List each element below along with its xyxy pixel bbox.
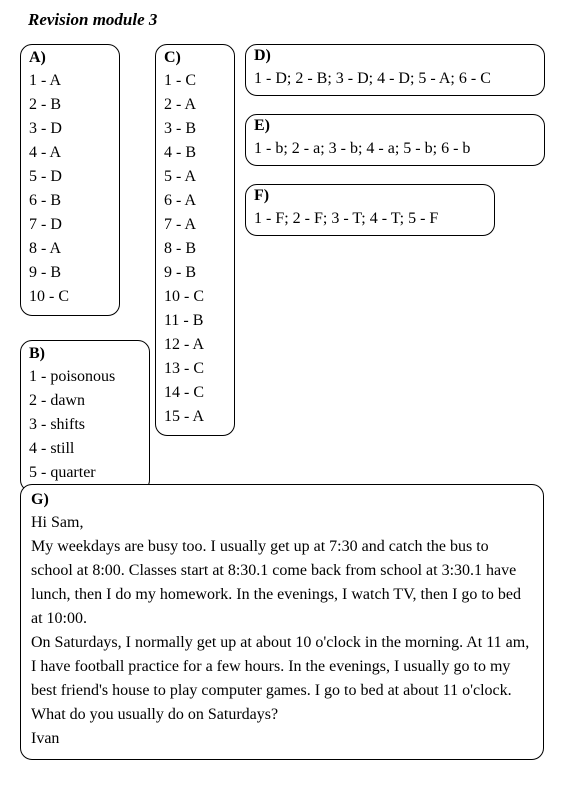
box-c-item: 3 - B xyxy=(164,117,226,141)
box-g-para1: My weekdays are busy too. I usually get … xyxy=(31,535,533,631)
box-a-item: 10 - C xyxy=(29,285,111,309)
box-c-item: 15 - A xyxy=(164,405,226,429)
box-a-item: 7 - D xyxy=(29,213,111,237)
box-c-header: C) xyxy=(164,49,226,67)
box-b-header: B) xyxy=(29,345,141,363)
box-c-item: 2 - A xyxy=(164,93,226,117)
box-a-item: 1 - A xyxy=(29,69,111,93)
box-g-greeting: Hi Sam, xyxy=(31,511,533,535)
box-c-item: 9 - B xyxy=(164,261,226,285)
box-f: F) 1 - F; 2 - F; 3 - T; 4 - T; 5 - F xyxy=(245,184,495,236)
box-c-item: 1 - C xyxy=(164,69,226,93)
box-c: C) 1 - C 2 - A 3 - B 4 - B 5 - A 6 - A 7… xyxy=(155,44,235,436)
box-e: E) 1 - b; 2 - a; 3 - b; 4 - a; 5 - b; 6 … xyxy=(245,114,545,166)
box-g: G) Hi Sam, My weekdays are busy too. I u… xyxy=(20,484,544,760)
box-a-item: 4 - A xyxy=(29,141,111,165)
box-c-item: 7 - A xyxy=(164,213,226,237)
box-d-content: 1 - D; 2 - B; 3 - D; 4 - D; 5 - A; 6 - C xyxy=(254,67,536,91)
box-g-para2: On Saturdays, I normally get up at about… xyxy=(31,631,533,727)
box-g-header: G) xyxy=(31,491,533,509)
box-b: B) 1 - poisonous 2 - dawn 3 - shifts 4 -… xyxy=(20,340,150,492)
box-d: D) 1 - D; 2 - B; 3 - D; 4 - D; 5 - A; 6 … xyxy=(245,44,545,96)
box-a-item: 8 - A xyxy=(29,237,111,261)
box-c-item: 11 - B xyxy=(164,309,226,333)
box-a-item: 5 - D xyxy=(29,165,111,189)
box-a-item: 9 - B xyxy=(29,261,111,285)
box-c-item: 12 - A xyxy=(164,333,226,357)
box-c-item: 13 - C xyxy=(164,357,226,381)
box-c-item: 4 - B xyxy=(164,141,226,165)
box-b-item: 4 - still xyxy=(29,437,141,461)
box-e-content: 1 - b; 2 - a; 3 - b; 4 - a; 5 - b; 6 - b xyxy=(254,137,536,161)
box-c-item: 5 - A xyxy=(164,165,226,189)
box-a-item: 3 - D xyxy=(29,117,111,141)
box-b-item: 5 - quarter xyxy=(29,461,141,485)
box-c-item: 8 - B xyxy=(164,237,226,261)
box-f-header: F) xyxy=(254,187,486,205)
box-c-item: 6 - A xyxy=(164,189,226,213)
box-e-header: E) xyxy=(254,117,536,135)
box-a-item: 2 - B xyxy=(29,93,111,117)
box-a-header: A) xyxy=(29,49,111,67)
box-c-item: 10 - C xyxy=(164,285,226,309)
box-c-item: 14 - C xyxy=(164,381,226,405)
box-f-content: 1 - F; 2 - F; 3 - T; 4 - T; 5 - F xyxy=(254,207,486,231)
page-title: Revision module 3 xyxy=(28,10,544,30)
box-b-item: 3 - shifts xyxy=(29,413,141,437)
box-b-item: 1 - poisonous xyxy=(29,365,141,389)
box-g-signoff: Ivan xyxy=(31,727,533,751)
box-b-item: 2 - dawn xyxy=(29,389,141,413)
box-d-header: D) xyxy=(254,47,536,65)
box-a-item: 6 - B xyxy=(29,189,111,213)
box-a: A) 1 - A 2 - B 3 - D 4 - A 5 - D 6 - B 7… xyxy=(20,44,120,316)
